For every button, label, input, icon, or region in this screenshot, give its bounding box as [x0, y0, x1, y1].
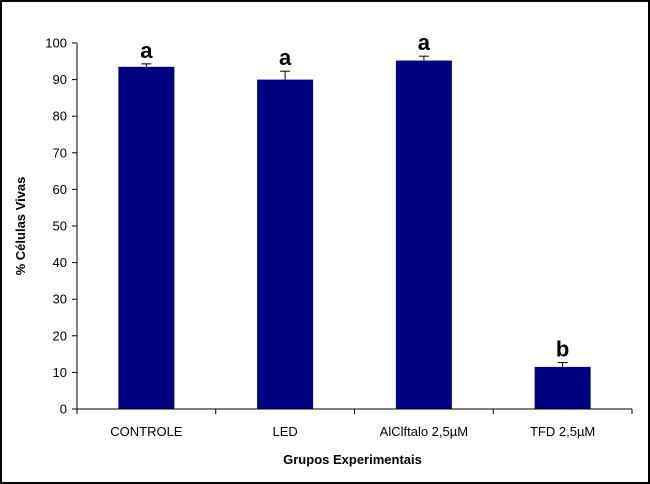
- y-axis-title: % Células Vivas: [13, 177, 28, 276]
- y-tick-label: 30: [53, 292, 67, 307]
- significance-label: a: [418, 30, 431, 55]
- x-tick-label: AlClftalo 2,5µM: [380, 424, 468, 439]
- x-tick-label: TFD 2,5µM: [530, 424, 595, 439]
- x-tick-label: CONTROLE: [110, 424, 183, 439]
- y-axis-ticks: 0 10 20 30 40 50 60 70 80 90 100: [45, 36, 77, 417]
- y-tick-label: 20: [53, 328, 67, 343]
- bar: [257, 79, 314, 409]
- y-tick-label: 10: [53, 365, 67, 380]
- bar: [534, 366, 591, 409]
- error-bars: [141, 55, 568, 367]
- significance-label: b: [556, 337, 569, 362]
- bars: [118, 60, 591, 410]
- x-tick-label: LED: [272, 424, 297, 439]
- y-tick-label: 100: [45, 36, 67, 51]
- y-tick-label: 90: [53, 72, 67, 87]
- significance-labels: a a a b: [140, 30, 569, 361]
- significance-label: a: [279, 45, 292, 70]
- y-tick-label: 60: [53, 182, 67, 197]
- x-axis-title: Grupos Experimentais: [283, 452, 422, 467]
- bar: [118, 66, 175, 409]
- y-tick-label: 50: [53, 219, 67, 234]
- bar: [395, 60, 452, 410]
- significance-label: a: [140, 38, 153, 63]
- y-tick-label: 0: [60, 402, 67, 417]
- y-tick-label: 70: [53, 145, 67, 160]
- y-tick-label: 80: [53, 109, 67, 124]
- x-axis-ticks: CONTROLE LED AlClftalo 2,5µM TFD 2,5µM: [76, 409, 633, 439]
- y-tick-label: 40: [53, 255, 67, 270]
